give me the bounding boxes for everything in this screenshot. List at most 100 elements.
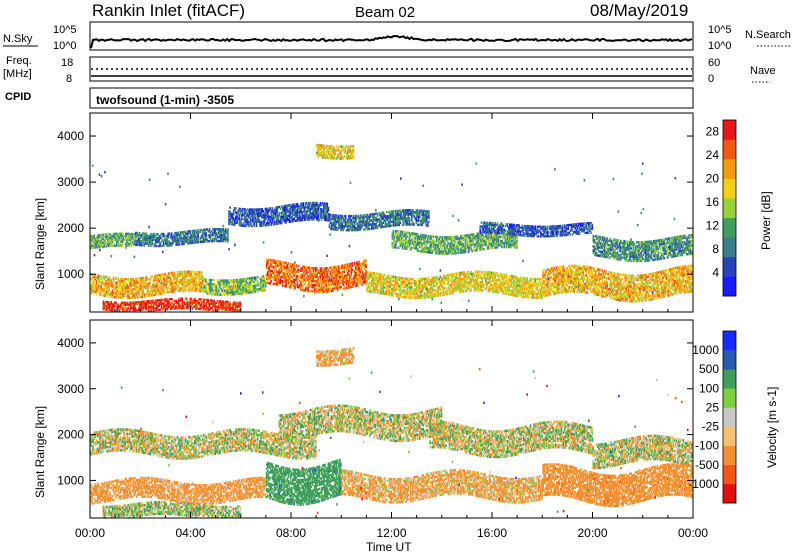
echo-cell [593, 235, 595, 238]
echo-cell [255, 215, 257, 217]
echo-cell [483, 248, 485, 250]
echo-cell [572, 233, 574, 235]
echo-cell [685, 235, 687, 238]
echo-cell [606, 237, 608, 240]
echo-cell [328, 207, 330, 209]
echo-cell [420, 242, 422, 244]
echo-cell [299, 213, 301, 215]
freq-unit-label: [MHz] [3, 68, 32, 80]
freq-top-tick: 18 [61, 57, 73, 69]
echo-cell [270, 224, 272, 226]
echo-cell [477, 239, 479, 241]
echo-cell [395, 244, 397, 246]
echo-cell [242, 218, 244, 220]
echo-cell [369, 228, 371, 230]
echo-cell [502, 225, 504, 227]
echo-cell [666, 250, 668, 253]
echo-cell [413, 223, 415, 225]
echo-cell [428, 221, 430, 223]
echo-cell [437, 246, 439, 248]
echo-cell [611, 240, 613, 243]
echo-cell [498, 240, 500, 242]
echo-cell [481, 222, 483, 224]
echo-cell [241, 222, 243, 224]
echo-cell [417, 233, 419, 235]
echo-cell [255, 291, 257, 293]
echo-cell [386, 211, 388, 213]
echo-cell [487, 247, 489, 249]
echo-cell [503, 246, 505, 248]
echo-cell [465, 251, 467, 253]
echo-cell [242, 212, 244, 214]
echo-cell [202, 276, 204, 279]
echo-cell [479, 229, 481, 231]
echo-cell [490, 222, 492, 224]
echo-cell [430, 248, 432, 250]
echo-cell [661, 257, 663, 260]
echo-cell [247, 208, 249, 210]
echo-cell [253, 223, 255, 225]
echo-cell [276, 208, 278, 210]
echo-cell [239, 218, 241, 220]
echo-cell [554, 235, 556, 237]
cpid-label: CPID [5, 91, 31, 103]
echo-cell [266, 259, 268, 262]
echo-cell [139, 232, 141, 234]
echo-cell [657, 244, 659, 247]
echo-cell [670, 239, 672, 242]
echo-cell [147, 278, 149, 281]
echo-cell [308, 267, 310, 270]
echo-cell [297, 213, 299, 215]
echo-cell [150, 233, 152, 235]
echo-cell [272, 207, 274, 209]
echo-cell [604, 237, 606, 240]
echo-cell [258, 290, 260, 292]
echo-cell [277, 216, 279, 218]
echo-cell [382, 222, 384, 224]
echo-cell [236, 216, 238, 218]
beam-title: Beam 02 [355, 4, 415, 21]
echo-cell [591, 224, 593, 226]
echo-cell [251, 225, 253, 227]
echo-cell [244, 208, 246, 210]
echo-cell [393, 234, 395, 236]
echo-cell [421, 246, 423, 248]
echo-cell [397, 230, 399, 232]
echo-cell [485, 241, 487, 243]
echo-cell [596, 252, 598, 255]
echo-cell [493, 240, 495, 242]
echo-cell [115, 277, 117, 280]
echo-cell [326, 203, 328, 205]
echo-cell [414, 239, 416, 241]
echo-cell [345, 215, 347, 217]
echo-cell [111, 279, 113, 282]
echo-cell [658, 248, 660, 251]
echo-cell [336, 226, 338, 228]
echo-cell [468, 250, 470, 252]
echo-cell [562, 234, 564, 236]
echo-cell [514, 234, 516, 236]
echo-cell [280, 261, 282, 264]
echo-cell [195, 233, 197, 235]
echo-cell [240, 208, 242, 210]
echo-cell [390, 225, 392, 227]
echo-cell [433, 235, 435, 237]
echo-cell [434, 240, 436, 242]
echo-cell [691, 251, 693, 254]
echo-cell [482, 244, 484, 246]
echo-cell [308, 218, 310, 220]
echo-cell [297, 275, 299, 278]
nsky-bottom-tick: 10^0 [53, 40, 77, 52]
echo-cell [548, 231, 550, 233]
date-title: 08/May/2019 [590, 1, 688, 20]
echo-cell [93, 235, 95, 237]
echo-cell [409, 232, 411, 234]
echo-cell [229, 206, 231, 208]
echo-cell [298, 265, 300, 268]
echo-cell [336, 214, 338, 216]
echo-cell [594, 245, 596, 248]
echo-cell [485, 239, 487, 241]
echo-cell [262, 224, 264, 226]
echo-cell [691, 244, 693, 247]
